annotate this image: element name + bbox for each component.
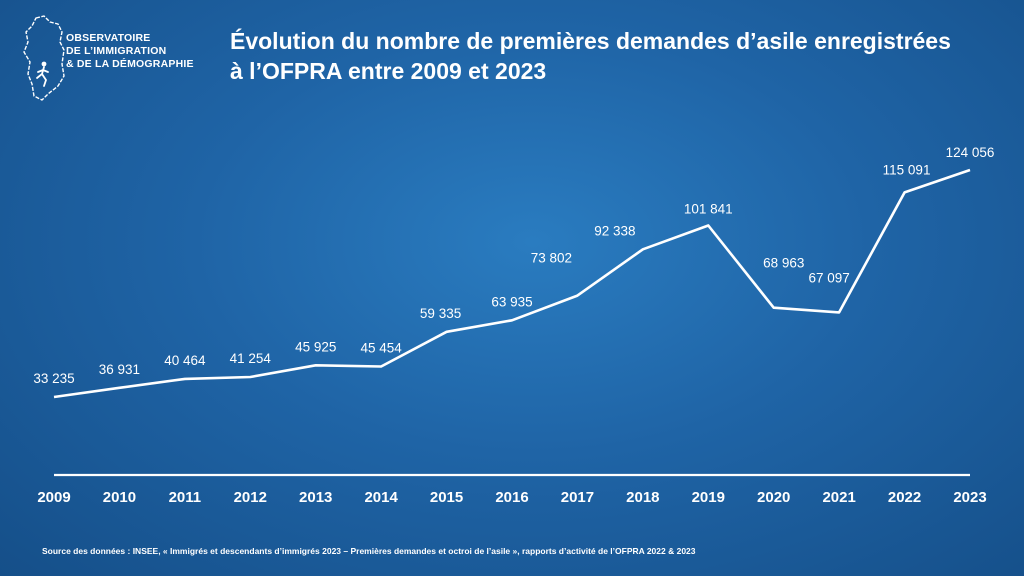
data-label-2009: 33 235 bbox=[33, 371, 74, 386]
logo-line-3: & DE LA DÉMOGRAPHIE bbox=[66, 58, 194, 70]
data-label-2020: 68 963 bbox=[763, 256, 804, 271]
x-tick-label-2010: 2010 bbox=[103, 489, 136, 506]
x-tick-label-2014: 2014 bbox=[364, 489, 398, 506]
data-label-2022: 115 091 bbox=[883, 162, 931, 177]
chart-title-line-1: Évolution du nombre de premières demande… bbox=[230, 28, 951, 54]
logo-text: OBSERVATOIRE DE L’IMMIGRATION & DE LA DÉ… bbox=[66, 32, 194, 71]
logo: OBSERVATOIRE DE L’IMMIGRATION & DE LA DÉ… bbox=[22, 14, 222, 104]
data-label-2015: 59 335 bbox=[420, 306, 461, 321]
x-tick-label-2020: 2020 bbox=[757, 489, 790, 506]
x-tick-label-2011: 2011 bbox=[169, 489, 202, 506]
x-tick-label-2021: 2021 bbox=[822, 489, 855, 506]
x-tick-label-2019: 2019 bbox=[692, 489, 725, 506]
data-label-2018: 92 338 bbox=[594, 223, 635, 238]
data-label-2013: 45 925 bbox=[295, 339, 336, 354]
x-tick-label-2013: 2013 bbox=[299, 489, 332, 506]
chart-title: Évolution du nombre de premières demande… bbox=[230, 26, 1010, 86]
x-tick-label-2016: 2016 bbox=[495, 489, 528, 506]
data-label-2023: 124 056 bbox=[946, 145, 995, 160]
data-label-2012: 41 254 bbox=[230, 351, 272, 366]
data-label-2021: 67 097 bbox=[808, 270, 849, 285]
x-tick-label-2022: 2022 bbox=[888, 489, 921, 506]
data-label-2019: 101 841 bbox=[684, 202, 733, 217]
data-label-2011: 40 464 bbox=[164, 353, 206, 368]
data-label-2014: 45 454 bbox=[360, 340, 402, 355]
x-tick-label-2012: 2012 bbox=[234, 489, 267, 506]
france-map-runner-icon bbox=[23, 15, 65, 101]
logo-line-1: OBSERVATOIRE bbox=[66, 32, 151, 44]
x-tick-label-2018: 2018 bbox=[626, 489, 659, 506]
x-tick-label-2023: 2023 bbox=[953, 489, 986, 506]
source-note: Source des données : INSEE, « Immigrés e… bbox=[42, 546, 696, 556]
x-tick-label-2009: 2009 bbox=[37, 489, 70, 506]
data-label-2016: 63 935 bbox=[491, 294, 532, 309]
x-tick-label-2017: 2017 bbox=[561, 489, 594, 506]
chart-title-line-2: à l’OFPRA entre 2009 et 2023 bbox=[230, 58, 547, 84]
logo-line-2: DE L’IMMIGRATION bbox=[66, 45, 167, 57]
data-label-2010: 36 931 bbox=[99, 362, 140, 377]
x-tick-label-2015: 2015 bbox=[430, 489, 463, 506]
data-label-2017: 73 802 bbox=[531, 251, 572, 266]
